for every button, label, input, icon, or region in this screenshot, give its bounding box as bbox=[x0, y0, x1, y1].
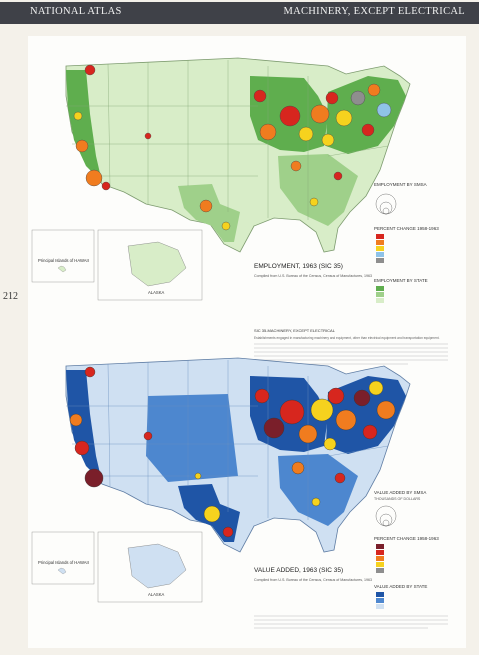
value-added-legend: VALUE ADDED BY SMSA THOUSANDS OF DOLLARS… bbox=[374, 490, 439, 609]
value-added-map: VALUE ADDED BY SMSA THOUSANDS OF DOLLARS… bbox=[31, 357, 448, 629]
hawaii-inset-label-bottom: Principal Islands of HAWAII bbox=[38, 560, 89, 565]
employment-legend: EMPLOYMENT BY SMSA PERCENT CHANGE 1958-1… bbox=[374, 182, 439, 303]
middle-text-body: Establishments engaged in manufacturing … bbox=[254, 336, 440, 340]
employment-source-note: Compiled from U.S. Bureau of the Census,… bbox=[254, 274, 372, 278]
legend-value-added-state-title: VALUE ADDED BY STATE bbox=[374, 584, 427, 589]
employment-smsa-circles bbox=[73, 64, 392, 231]
middle-text-heading: SIC 35-MACHINERY, EXCEPT ELECTRICAL bbox=[254, 328, 336, 333]
middle-text-lines bbox=[254, 343, 448, 365]
legend-value-added-smsa-title: VALUE ADDED BY SMSA bbox=[374, 490, 426, 495]
value-added-source-note: Compiled from U.S. Bureau of the Census,… bbox=[254, 578, 372, 582]
employment-insets: Principal Islands of HAWAII ALASKA bbox=[31, 229, 203, 301]
value-added-northeast bbox=[326, 376, 406, 454]
alaska-inset-label-bottom: ALASKA bbox=[148, 592, 165, 597]
section-title: MACHINERY, EXCEPT ELECTRICAL bbox=[283, 6, 465, 17]
legend-va-percent-change-title: PERCENT CHANGE 1958-1963 bbox=[374, 536, 439, 541]
page-number: 212 bbox=[3, 291, 18, 302]
legend-employment-state-title: EMPLOYMENT BY STATE bbox=[374, 278, 428, 283]
employment-map: EMPLOYMENT BY SMSA PERCENT CHANGE 1958-1… bbox=[31, 57, 439, 303]
legend-percent-change-title: PERCENT CHANGE 1958-1963 bbox=[374, 226, 439, 231]
employment-northeast bbox=[326, 76, 406, 154]
page-header: NATIONAL ATLAS MACHINERY, EXCEPT ELECTRI… bbox=[0, 2, 479, 24]
employment-map-title: EMPLOYMENT, 1963 (SIC 35) bbox=[254, 263, 343, 270]
value-added-plains bbox=[146, 394, 238, 482]
middle-text-block: SIC 35-MACHINERY, EXCEPT ELECTRICAL Esta… bbox=[254, 328, 448, 365]
atlas-title: NATIONAL ATLAS bbox=[30, 6, 122, 17]
value-added-map-title: VALUE ADDED, 1963 (SIC 35) bbox=[254, 567, 343, 574]
maps-canvas: EMPLOYMENT BY SMSA PERCENT CHANGE 1958-1… bbox=[31, 57, 448, 629]
hawaii-inset-label-top: Principal Islands of HAWAII bbox=[38, 258, 89, 263]
alaska-inset-label-top: ALASKA bbox=[148, 290, 165, 295]
value-added-smsa-circles bbox=[69, 366, 396, 538]
employment-west-coast bbox=[66, 70, 102, 182]
value-added-west-coast bbox=[66, 370, 102, 482]
bottom-text-lines bbox=[254, 615, 448, 629]
atlas-sheet: EMPLOYMENT BY SMSA PERCENT CHANGE 1958-1… bbox=[28, 36, 466, 648]
value-added-insets: Principal Islands of HAWAII ALASKA bbox=[31, 531, 203, 603]
legend-value-added-units: THOUSANDS OF DOLLARS bbox=[374, 497, 421, 501]
legend-employment-smsa-title: EMPLOYMENT BY SMSA bbox=[374, 182, 427, 187]
